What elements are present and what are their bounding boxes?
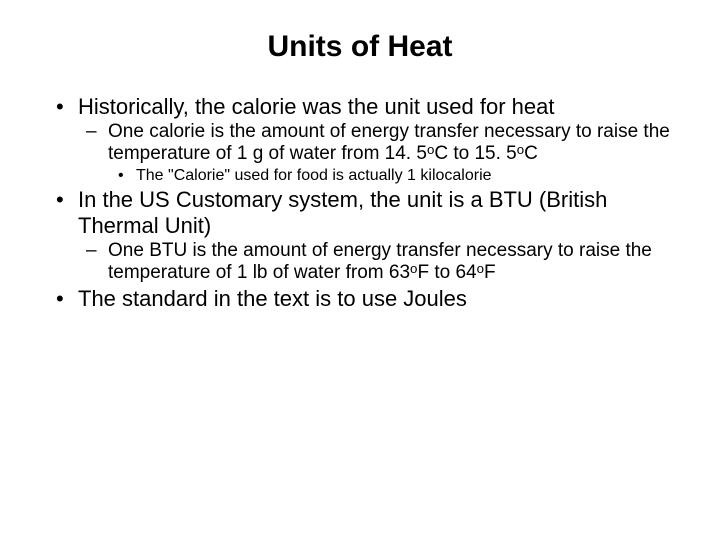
superscript-degree: o [427, 142, 434, 157]
bullet-level1: The standard in the text is to use Joule… [50, 286, 670, 311]
slide-title: Units of Heat [50, 30, 670, 64]
bullet-text: One calorie is the amount of energy tran… [108, 121, 670, 164]
sub-bullet-list: One BTU is the amount of energy transfer… [78, 240, 670, 284]
bullet-text: F [484, 262, 496, 283]
bullet-text: F to 64 [417, 262, 476, 283]
bullet-text: One BTU is the amount of energy transfer… [108, 240, 652, 283]
bullet-level2: One calorie is the amount of energy tran… [78, 121, 670, 185]
sub-bullet-list: One calorie is the amount of energy tran… [78, 121, 670, 185]
bullet-text: C to 15. 5 [434, 143, 516, 164]
bullet-text: The standard in the text is to use Joule… [78, 286, 467, 311]
bullet-text: C [524, 143, 538, 164]
slide-container: Units of Heat Historically, the calorie … [0, 0, 720, 540]
bullet-level3: The "Calorie" used for food is actually … [108, 167, 670, 185]
superscript-degree: o [477, 261, 484, 276]
bullet-list: Historically, the calorie was the unit u… [50, 94, 670, 311]
superscript-degree: o [410, 261, 417, 276]
bullet-level1: Historically, the calorie was the unit u… [50, 94, 670, 185]
sub-sub-bullet-list: The "Calorie" used for food is actually … [108, 167, 670, 185]
superscript-degree: o [517, 142, 524, 157]
bullet-text: In the US Customary system, the unit is … [78, 187, 607, 237]
bullet-text: Historically, the calorie was the unit u… [78, 94, 555, 119]
bullet-level2: One BTU is the amount of energy transfer… [78, 240, 670, 284]
bullet-level1: In the US Customary system, the unit is … [50, 187, 670, 283]
bullet-text: The "Calorie" used for food is actually … [136, 167, 492, 184]
